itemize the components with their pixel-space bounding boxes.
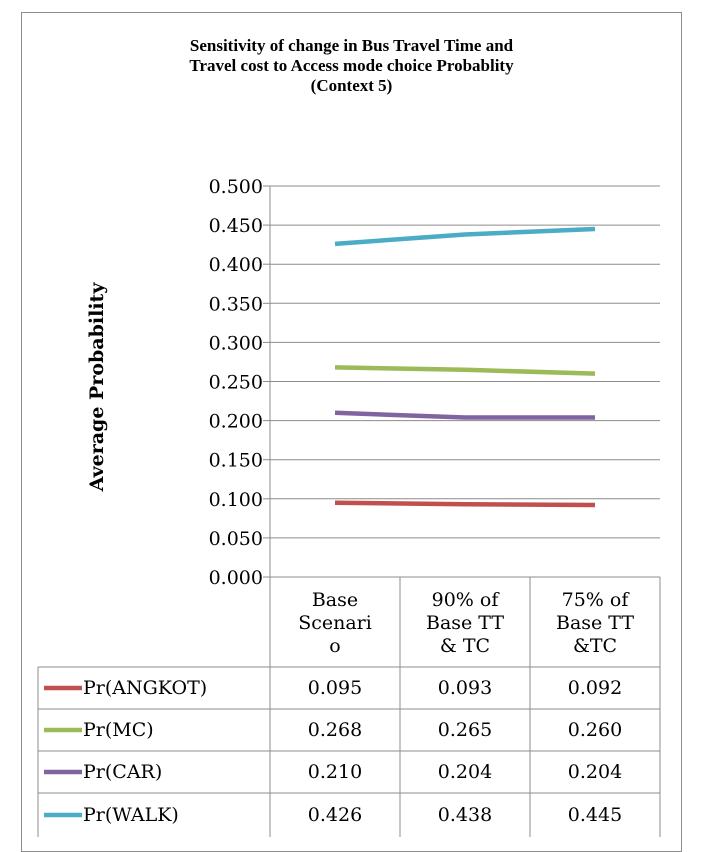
- data-label: 0.095: [308, 677, 362, 699]
- category-label: & TC: [440, 635, 490, 657]
- data-label: 0.260: [568, 719, 622, 741]
- legend-entry: Pr(ANGKOT): [83, 677, 207, 699]
- data-label: 0.204: [568, 761, 622, 783]
- y-axis-label: Average Probability: [86, 282, 108, 493]
- series-lines: [335, 229, 595, 505]
- y-tick-label: 0.400: [209, 254, 263, 276]
- y-tick-label: 0.350: [209, 293, 263, 315]
- y-axis: 0.000 0.050 0.100 0.150 0.200 0.250 0.300 0.350…: [209, 176, 270, 589]
- legend-entry: Pr(CAR): [83, 761, 162, 783]
- category-label: Base TT: [426, 612, 504, 634]
- data-label: 0.445: [568, 804, 622, 826]
- category-label: 90% of: [432, 589, 501, 611]
- legend-entry: Pr(WALK): [83, 804, 179, 826]
- data-label: 0.268: [308, 719, 362, 741]
- category-label: Scenari: [298, 612, 372, 634]
- data-label: 0.426: [308, 804, 362, 826]
- data-label: 0.204: [438, 761, 492, 783]
- category-label: Base TT: [556, 612, 634, 634]
- legend-entry: Pr(MC): [83, 719, 154, 741]
- category-label: o: [329, 635, 340, 657]
- data-label: 0.092: [568, 677, 622, 699]
- y-tick-label: 0.000: [209, 567, 263, 589]
- series-line-Pr(CAR): [335, 413, 595, 418]
- category-label: Base: [312, 589, 358, 611]
- gridlines: [270, 186, 660, 538]
- data-label: 0.438: [438, 804, 492, 826]
- y-tick-label: 0.200: [209, 411, 263, 433]
- y-tick-label: 0.450: [209, 215, 263, 237]
- y-tick-label: 0.300: [209, 332, 263, 354]
- category-label: 75% of: [562, 589, 631, 611]
- y-tick-label: 0.050: [209, 528, 263, 550]
- y-tick-label: 0.100: [209, 489, 263, 511]
- y-tick-label: 0.150: [209, 450, 263, 472]
- data-label: 0.265: [438, 719, 492, 741]
- series-line-Pr(MC): [335, 367, 595, 373]
- y-tick-label: 0.250: [209, 372, 263, 394]
- y-tick-label: 0.500: [209, 176, 263, 198]
- series-line-Pr(ANGKOT): [335, 503, 595, 505]
- data-label: 0.093: [438, 677, 492, 699]
- series-line-Pr(WALK): [335, 229, 595, 244]
- category-label: &TC: [573, 635, 617, 657]
- data-label: 0.210: [308, 761, 362, 783]
